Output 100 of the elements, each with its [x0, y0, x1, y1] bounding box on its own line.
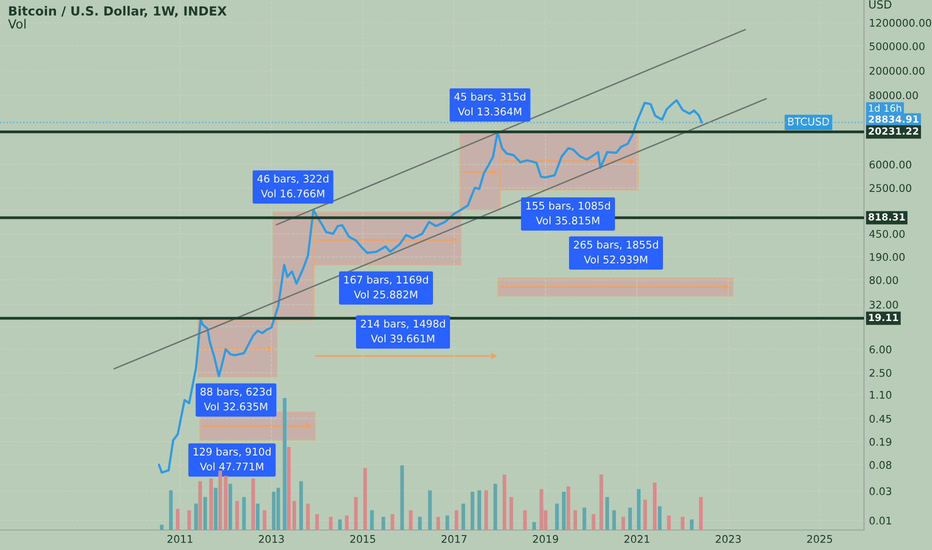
y-tick-label: 0.19: [870, 438, 892, 446]
x-tick-label: 2023: [716, 535, 741, 543]
bar: [428, 490, 432, 530]
bar: [276, 488, 280, 530]
bar: [461, 504, 466, 530]
bar: [176, 508, 180, 530]
bar: [621, 516, 626, 530]
y-tick-label: 0.03: [870, 487, 892, 496]
bar: [658, 506, 662, 530]
y-tick-label: 1.10: [870, 390, 892, 399]
bar: [390, 514, 394, 530]
bar: [306, 504, 310, 530]
annotation: 155 bars, 1085d Vol 35.815M: [526, 202, 610, 224]
text: BTCUSD: [788, 118, 830, 126]
y-tick-label: 0.01: [870, 516, 892, 525]
y-tick-label: 500000.00: [870, 42, 924, 50]
bar: [292, 500, 296, 530]
bar: [573, 510, 578, 530]
bar: [169, 490, 173, 530]
bar: [160, 524, 164, 530]
bar: [408, 510, 413, 530]
bar: [690, 519, 694, 530]
y-tick-label: 80.00: [870, 276, 898, 284]
ref-line-label: 19.11: [869, 314, 898, 322]
bar: [262, 510, 266, 530]
bar: [555, 504, 559, 530]
ref-line-label: 28834.91: [868, 115, 918, 123]
y-tick-label: 0.45: [870, 414, 892, 423]
annotation: 129 bars, 910d Vol 47.771M: [194, 448, 271, 470]
bar: [667, 515, 671, 530]
annotation: 265 bars, 1855d Vol 52.939M: [574, 240, 658, 264]
bar: [477, 490, 482, 530]
bar: [643, 500, 647, 530]
bar: [363, 468, 367, 530]
y-tick-label: 0.08: [870, 461, 892, 469]
bar: [582, 508, 586, 530]
y-tick-label: 6.00: [870, 346, 892, 354]
bar: [652, 482, 657, 530]
annotation: 214 bars, 1498d Vol 39.661M: [360, 320, 445, 342]
bar: [209, 478, 213, 530]
bar: [454, 510, 458, 530]
y-tick-label: 2.50: [870, 368, 892, 377]
bar: [315, 514, 319, 530]
annotation: 46 bars, 322d Vol 16.766M: [257, 174, 328, 198]
bar: [282, 398, 286, 530]
bar: [228, 484, 232, 530]
x-tick-label: 2019: [533, 535, 558, 543]
x-tick-label: 2021: [624, 535, 650, 543]
bar: [562, 492, 566, 530]
y-tick-label: 200000.00: [870, 66, 924, 75]
bar: [523, 510, 527, 530]
x-tick-label: 2025: [807, 535, 832, 543]
ref-line-label: 818.31: [868, 213, 905, 221]
bar: [187, 510, 191, 530]
bar: [299, 481, 303, 530]
bar: [532, 522, 536, 530]
bar: [286, 446, 291, 530]
annotation: 45 bars, 315d Vol 13.364M: [454, 92, 526, 116]
bar: [636, 489, 641, 530]
bar: [418, 516, 422, 530]
bar: [242, 497, 246, 530]
x-tick-label: 2013: [258, 535, 284, 543]
bar: [256, 504, 260, 530]
bar: [592, 514, 596, 530]
y-tick-label: 1200000.00: [870, 18, 932, 27]
ref-line-label: 20231.22: [868, 127, 918, 135]
bar: [680, 516, 684, 530]
bar: [198, 481, 202, 530]
bar: [400, 465, 404, 530]
bar: [251, 478, 255, 530]
bar: [370, 510, 374, 530]
bar: [328, 516, 333, 530]
bar: [470, 492, 474, 530]
bar: [605, 497, 610, 530]
bar: [699, 497, 703, 530]
bar: [224, 476, 228, 530]
x-tick-label: 2017: [442, 535, 467, 543]
bar: [566, 486, 570, 530]
bar: [235, 500, 239, 530]
x-tick-label: 2011: [168, 535, 192, 543]
bar: [382, 516, 386, 530]
y-tick-label: 190.00: [870, 253, 905, 261]
bar: [354, 497, 358, 530]
bar: [436, 516, 440, 530]
y-tick-label: 2500.00: [870, 184, 912, 192]
bar: [509, 497, 514, 530]
y-tick-label: 450.00: [869, 230, 905, 238]
bar: [599, 474, 604, 530]
bar: [214, 488, 218, 530]
bar: [540, 489, 544, 530]
chart-title: Bitcoin / U.S. Dollar, 1W, INDEX: [9, 6, 227, 18]
bar: [203, 497, 207, 530]
bar: [272, 492, 276, 530]
annotation: 88 bars, 623d Vol 32.635M: [200, 388, 272, 410]
y-tick-label: 80000.00: [870, 91, 918, 100]
bar: [194, 504, 198, 530]
bar: [338, 519, 342, 530]
bar: [344, 515, 349, 530]
bar: [628, 508, 632, 530]
y-tick-label: 32.00: [870, 300, 898, 309]
